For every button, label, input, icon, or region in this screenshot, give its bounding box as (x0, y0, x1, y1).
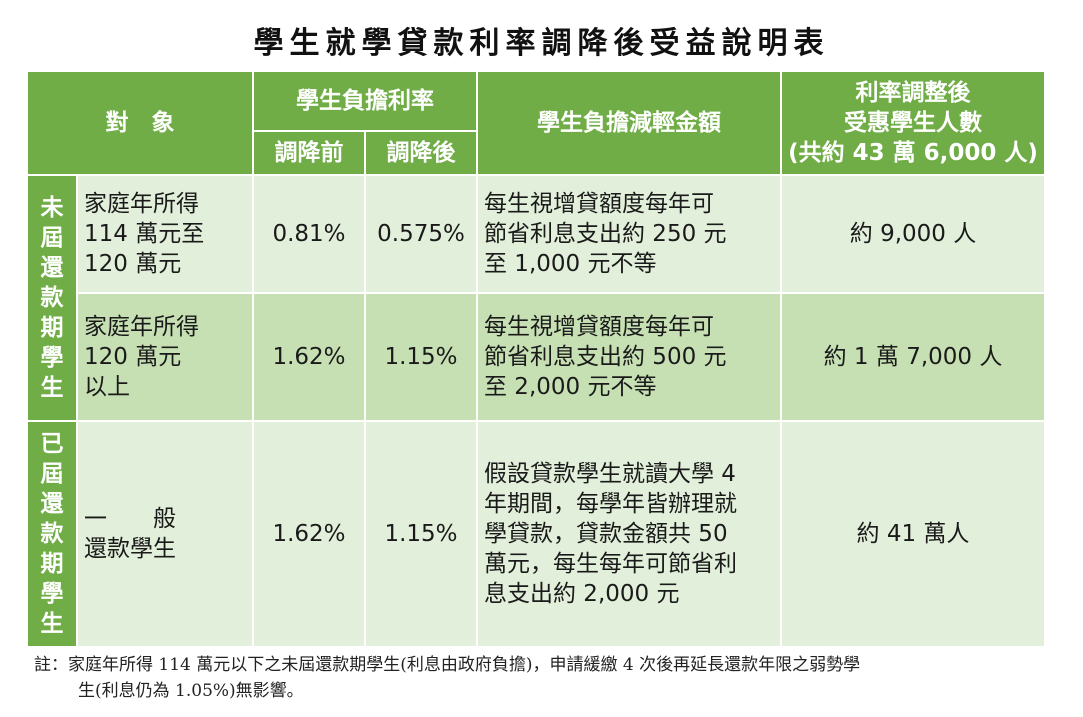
table-row: 已 屆 還 款 期 學 生 一 般 還款學生 1.62% 1.15% 假設貸款學… (26, 420, 1046, 648)
beneficiaries-cell: 約 1 萬 7,000 人 (780, 292, 1046, 422)
rate-before-cell: 1.62% (252, 292, 366, 422)
header-rate-after: 調降後 (364, 130, 478, 176)
group-label-paying: 已 屆 還 款 期 學 生 (26, 420, 78, 648)
header-beneficiaries-line1: 利率調整後 (855, 80, 971, 106)
footnote-line2: 生(利息仍為 1.05%)無影響。 (78, 681, 304, 701)
group-label-unpaid: 未 屆 還 款 期 學 生 (26, 174, 78, 422)
header-reduction: 學生負擔減輕金額 (476, 70, 782, 176)
reduction-cell: 假設貸款學生就讀大學 4 年期間，每學年皆辦理就 學貸款，貸款金額共 50 萬元… (476, 420, 782, 648)
table-row: 未 屆 還 款 期 學 生 家庭年所得 114 萬元至 120 萬元 0.81%… (26, 174, 1046, 422)
rate-before-cell: 1.62% (252, 420, 366, 648)
header-rate-before: 調降前 (252, 130, 366, 176)
benefit-table: 對 象 學生負擔利率 學生負擔減輕金額 利率調整後 受惠學生人數 (共約 43 … (26, 70, 1046, 648)
header-target: 對 象 (26, 70, 254, 176)
beneficiaries-cell: 約 41 萬人 (780, 420, 1046, 648)
reduction-cell: 每生視增貸額度每年可 節省利息支出約 500 元 至 2,000 元不等 (476, 292, 782, 422)
header-rate: 學生負擔利率 (252, 70, 478, 132)
reduction-cell: 每生視增貸額度每年可 節省利息支出約 250 元 至 1,000 元不等 (476, 174, 782, 294)
header-beneficiaries-line2: 受惠學生人數 (844, 110, 982, 136)
header-beneficiaries: 利率調整後 受惠學生人數 (共約 43 萬 6,000 人) (780, 70, 1046, 176)
footnote: 註：家庭年所得 114 萬元以下之未屆還款期學生(利息由政府負擔)，申請緩繳 4… (34, 652, 1054, 704)
rate-after-cell: 0.575% (364, 174, 478, 294)
header-beneficiaries-line3: (共約 43 萬 6,000 人) (788, 140, 1038, 166)
target-cell: 家庭年所得 120 萬元 以上 (76, 292, 254, 422)
rate-after-cell: 1.15% (364, 292, 478, 422)
target-cell: 一 般 還款學生 (76, 420, 254, 648)
target-cell: 家庭年所得 114 萬元至 120 萬元 (76, 174, 254, 294)
rate-after-cell: 1.15% (364, 420, 478, 648)
table-row: 家庭年所得 120 萬元 以上 1.62% 1.15% 每生視增貸額度每年可 節… (27, 292, 1046, 422)
footnote-line1: 註：家庭年所得 114 萬元以下之未屆還款期學生(利息由政府負擔)，申請緩繳 4… (34, 655, 861, 675)
beneficiaries-cell: 約 9,000 人 (780, 174, 1046, 294)
page-title: 學生就學貸款利率調降後受益說明表 (253, 26, 830, 61)
rate-before-cell: 0.81% (252, 174, 366, 294)
